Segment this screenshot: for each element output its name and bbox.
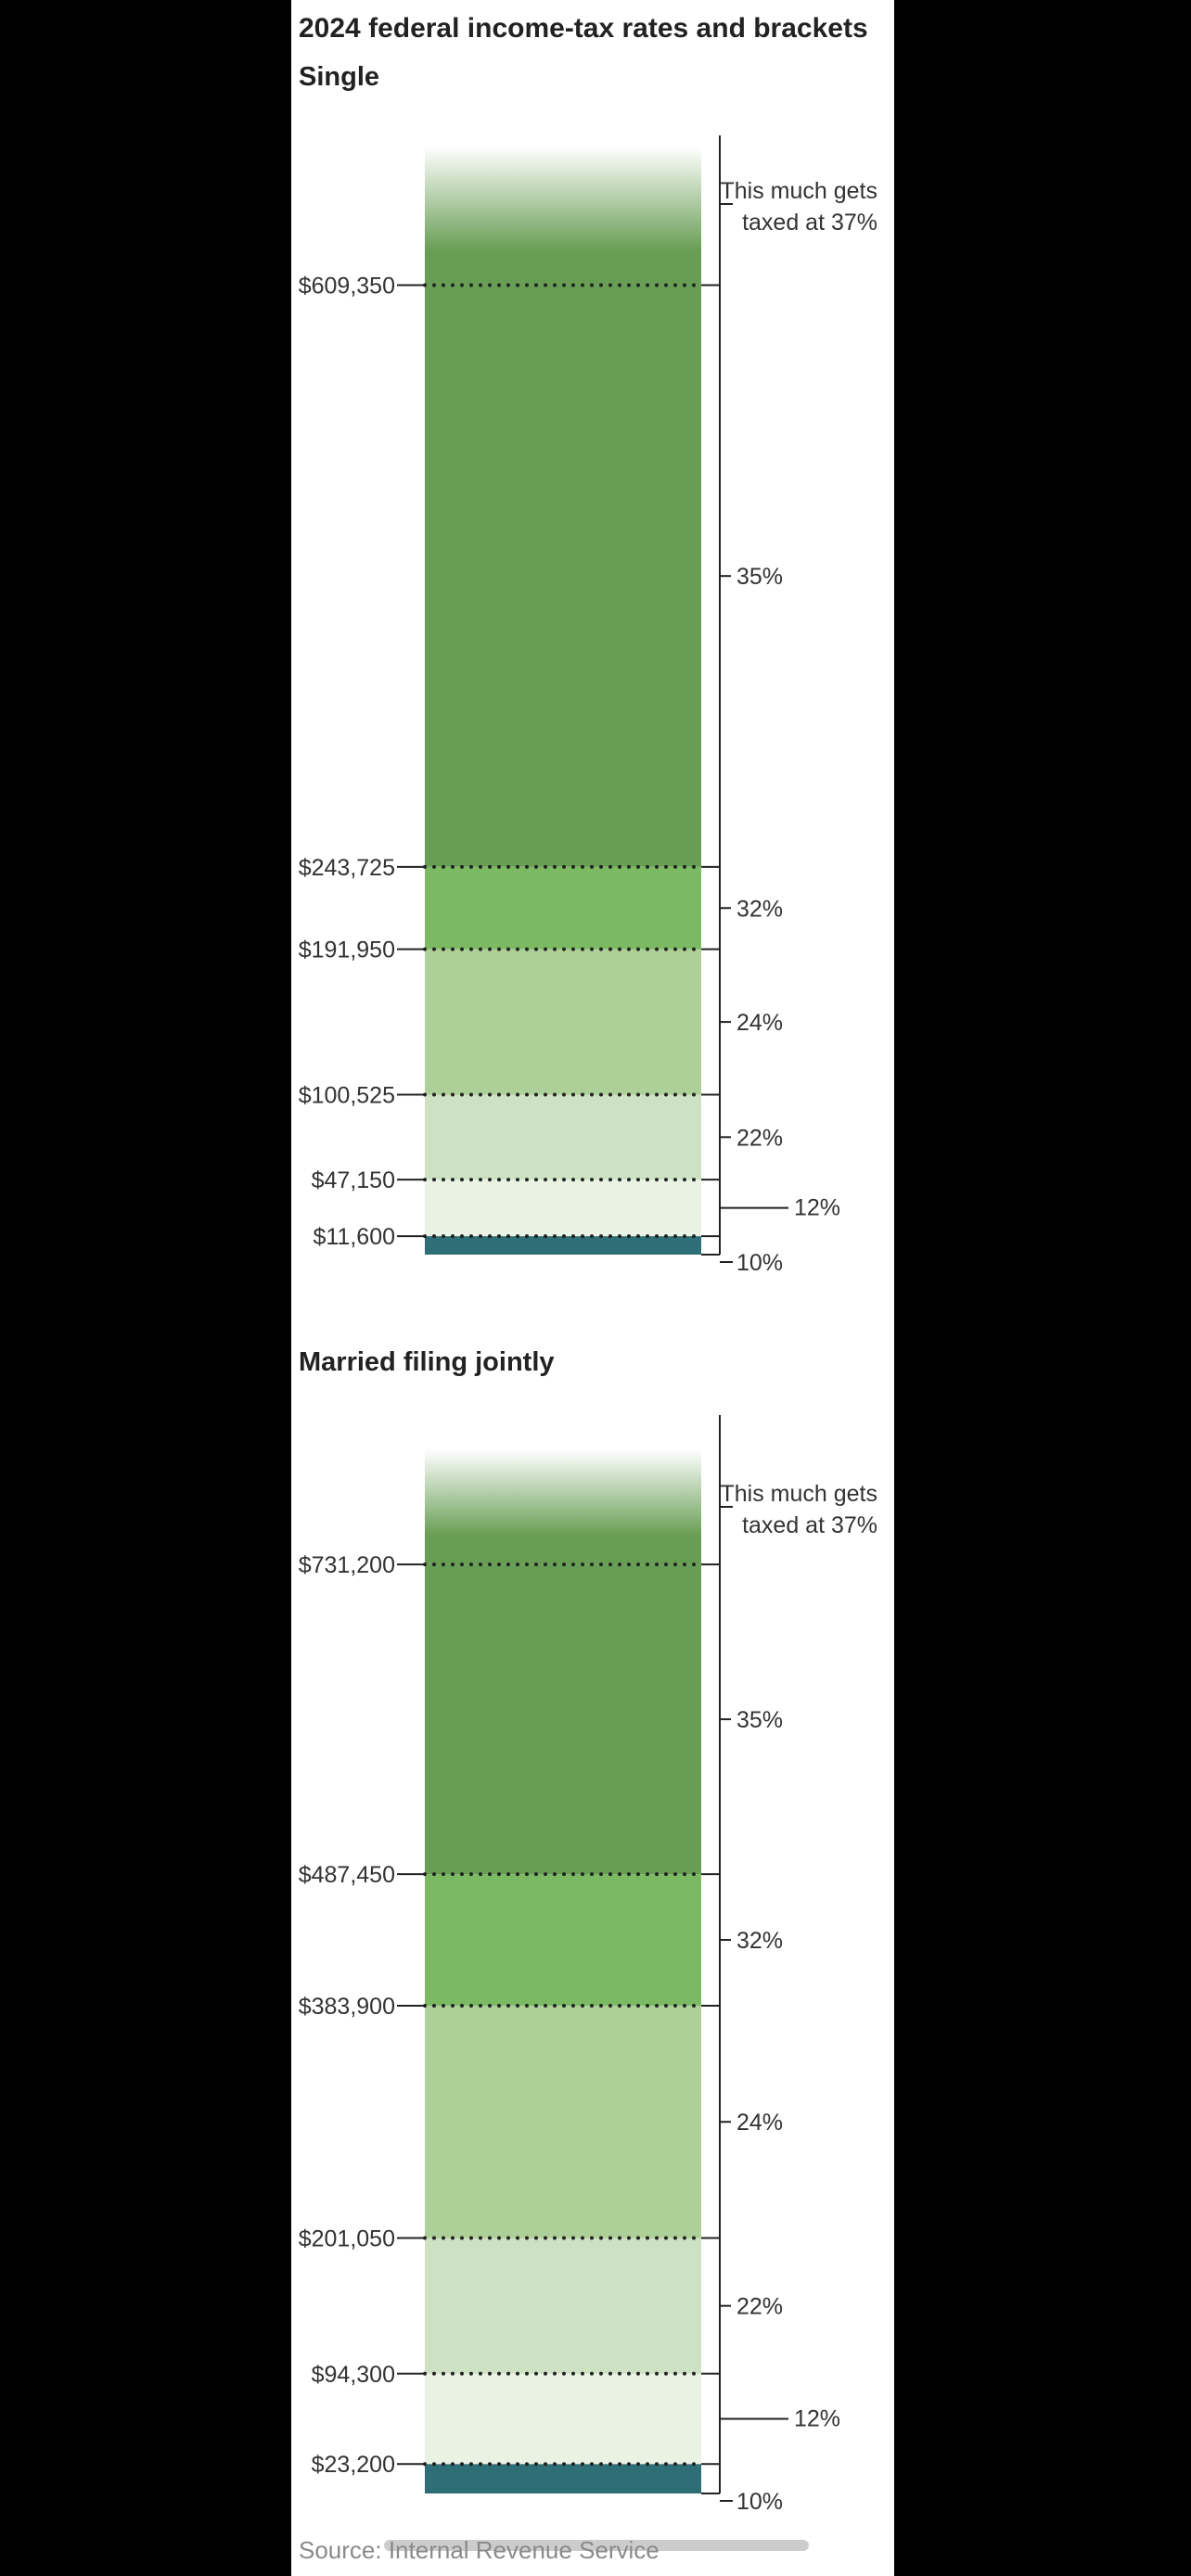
rate-label: 22%: [736, 2294, 783, 2320]
threshold-label: $23,200: [312, 2452, 395, 2478]
bar-segment-22: [425, 1094, 701, 1180]
rate-label: 32%: [736, 896, 783, 922]
threshold-label: $731,200: [299, 1552, 395, 1578]
rate-label: 10%: [736, 1250, 783, 1276]
top-bracket-label-line2: taxed at 37%: [742, 1512, 877, 1538]
threshold-label: $191,950: [299, 937, 395, 963]
bar-segment-12: [425, 2373, 701, 2465]
threshold-label: $11,600: [313, 1224, 395, 1250]
bar-segment-12: [425, 1180, 701, 1237]
threshold-label: $201,050: [299, 2226, 395, 2252]
chart-panel: 2024 federal income-tax rates and bracke…: [291, 0, 894, 2576]
threshold-label: $47,150: [312, 1167, 395, 1193]
top-bracket-label-line2: taxed at 37%: [742, 210, 877, 236]
chart-subtitle: Married filing jointly: [299, 1347, 555, 1377]
rate-label: 24%: [736, 2110, 783, 2136]
top-bracket-label-line1: This much gets: [720, 1481, 877, 1507]
rate-label: 35%: [736, 564, 783, 590]
bar-segment-10: [425, 2464, 701, 2493]
horizontal-scrollbar: [384, 2540, 809, 2551]
bar-segment-35: [425, 1564, 701, 1875]
rate-label: 10%: [736, 2489, 783, 2515]
bar-segment-32: [425, 866, 701, 950]
rate-label: 22%: [736, 1125, 783, 1151]
bar-segment-37: [425, 147, 701, 286]
rate-label: 32%: [736, 1928, 783, 1954]
bar-segment-32: [425, 1874, 701, 2006]
threshold-label: $94,300: [312, 2362, 395, 2388]
rate-label: 12%: [794, 1195, 840, 1221]
bar-segment-24: [425, 2005, 701, 2238]
threshold-label: $100,525: [299, 1083, 395, 1109]
threshold-label: $243,725: [299, 855, 395, 881]
bar-segment-35: [425, 285, 701, 867]
rate-label: 12%: [794, 2405, 840, 2431]
bar-segment-24: [425, 949, 701, 1095]
bar-segment-22: [425, 2238, 701, 2374]
rate-label: 24%: [736, 1010, 783, 1036]
threshold-label: $609,350: [299, 274, 395, 300]
chart-title: 2024 federal income-tax rates and bracke…: [299, 13, 868, 44]
threshold-label: $383,900: [299, 1994, 395, 2020]
rate-label: 35%: [736, 1707, 783, 1733]
threshold-label: $487,450: [299, 1862, 395, 1888]
top-bracket-label-line1: This much gets: [720, 178, 877, 204]
bar-segment-37: [425, 1449, 701, 1565]
tax-bracket-chart: 2024 federal income-tax rates and bracke…: [299, 13, 877, 2564]
bar-segment-10: [425, 1236, 701, 1255]
source-note: Source: Internal Revenue Service: [299, 2536, 660, 2564]
chart-subtitle: Single: [299, 62, 379, 92]
